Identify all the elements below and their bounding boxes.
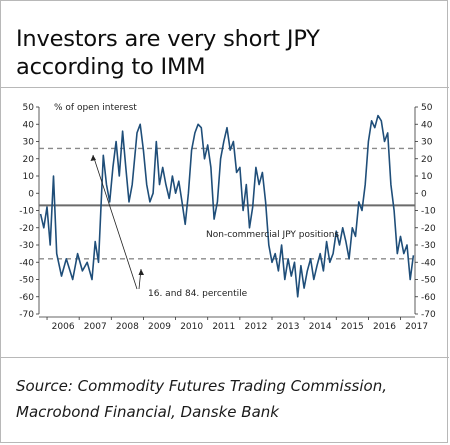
x-axis <box>39 316 415 320</box>
x-tick-label: 2011 <box>212 322 235 332</box>
left-tick-label: -70 <box>19 310 34 320</box>
x-tick-label: 2008 <box>116 322 139 332</box>
right-tick-label: -70 <box>421 310 436 320</box>
left-tick-label: -60 <box>19 293 34 303</box>
left-tick-label: 50 <box>23 103 35 113</box>
left-tick-label: -50 <box>19 276 34 286</box>
x-tick-label: 2013 <box>277 322 300 332</box>
x-tick-label: 2014 <box>309 322 332 332</box>
right-tick-label: 20 <box>421 155 433 165</box>
x-tick-label: 2006 <box>52 322 75 332</box>
series-annotation: Non-commercial JPY positions <box>206 230 339 240</box>
x-tick-label: 2010 <box>180 322 203 332</box>
x-tick-label: 2009 <box>148 322 171 332</box>
arrowhead-upper <box>90 155 96 161</box>
left-tick-label: 10 <box>23 172 35 182</box>
left-y-axis: 50 40 30 20 10 0 -10 -20 -30 -40 -50 -60 -70 <box>19 103 40 320</box>
right-tick-label: 40 <box>421 120 433 130</box>
x-tick-labels: 2006 2007 2008 2009 2010 2011 2012 2013 2014 2015… <box>52 322 428 332</box>
right-tick-label: 10 <box>421 172 433 182</box>
x-tick-label: 2016 <box>373 322 396 332</box>
right-tick-label: 30 <box>421 138 433 148</box>
left-tick-label: 0 <box>28 189 34 199</box>
right-tick-label: 50 <box>421 103 433 113</box>
right-tick-label: 0 <box>421 189 427 199</box>
right-tick-label: -10 <box>421 207 436 217</box>
source-line-1: Source: Commodity Futures Trading Commis… <box>16 377 387 395</box>
arrowhead-lower <box>138 269 144 275</box>
right-tick-label: -40 <box>421 258 436 268</box>
left-tick-label: -20 <box>19 224 34 234</box>
y-axis-label: % of open interest <box>54 103 137 113</box>
left-tick-label: 20 <box>23 155 35 165</box>
left-tick-label: -30 <box>19 241 34 251</box>
title-line-1: Investors are very short JPY <box>16 26 320 52</box>
right-tick-label: -20 <box>421 224 436 234</box>
x-tick-label: 2017 <box>405 322 428 332</box>
left-tick-label: 30 <box>23 138 35 148</box>
right-tick-label: -60 <box>421 293 436 303</box>
chart-title: Investors are very short JPY according t… <box>16 25 436 81</box>
x-tick-label: 2007 <box>84 322 107 332</box>
source-note: Source: Commodity Futures Trading Commis… <box>16 373 441 425</box>
left-tick-label: -40 <box>19 258 34 268</box>
divider-bottom <box>1 357 449 358</box>
x-tick-label: 2012 <box>244 322 267 332</box>
divider-top <box>1 87 449 88</box>
right-tick-label: -50 <box>421 276 436 286</box>
right-tick-label: -30 <box>421 241 436 251</box>
right-y-axis: 50 40 30 20 10 0 -10 -20 -30 -40 -50 -60 -70 <box>414 103 436 320</box>
series-line-noncommercial-jpy <box>39 114 415 298</box>
left-tick-label: -10 <box>19 207 34 217</box>
percentile-annotation: 16. and 84. percentile <box>148 289 248 299</box>
x-tick-label: 2015 <box>341 322 364 332</box>
source-line-2: Macrobond Financial, Danske Bank <box>16 403 279 421</box>
annotation-arrow-upper <box>92 154 138 290</box>
chart-area: 50 40 30 20 10 0 -10 -20 -30 -40 -50 -60 -70 50 40 30 2… <box>1 93 450 351</box>
title-line-2: according to IMM <box>16 54 206 80</box>
left-tick-label: 40 <box>23 120 35 130</box>
